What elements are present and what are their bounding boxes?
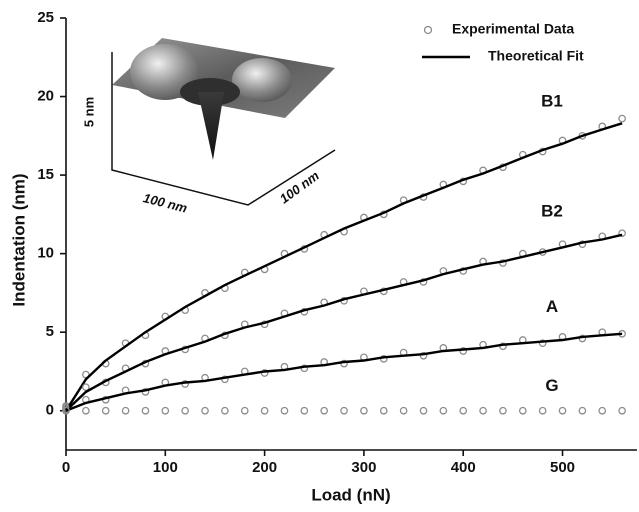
data-point (381, 408, 387, 414)
legend-marker (425, 27, 432, 34)
data-point (222, 408, 228, 414)
y-tick-label: 20 (37, 88, 54, 105)
y-tick-label: 5 (46, 323, 54, 340)
data-point (341, 408, 347, 414)
x-tick-label: 400 (451, 459, 476, 476)
data-point (619, 115, 625, 121)
data-point (261, 408, 267, 414)
inset: 5 nm 100 nm 100 nm (81, 38, 335, 216)
curve-label: B1 (541, 91, 563, 110)
data-point (500, 408, 506, 414)
data-point (122, 408, 128, 414)
inset-height-label: 5 nm (81, 97, 96, 127)
data-point (83, 408, 89, 414)
y-axis-label: Indentation (nm) (9, 173, 28, 306)
data-point (321, 408, 327, 414)
data-point (242, 408, 248, 414)
data-point (301, 408, 307, 414)
inset-depth-label: 100 nm (277, 168, 322, 207)
x-tick-label: 0 (62, 459, 70, 476)
y-tick-label: 15 (37, 166, 54, 183)
data-point (559, 408, 565, 414)
data-point (142, 408, 148, 414)
curve-label: G (545, 376, 558, 395)
legend-label: Experimental Data (452, 21, 574, 37)
y-tick-label: 0 (46, 402, 54, 419)
chart: 5 nm 100 nm 100 nm Indentation (nm) Load… (0, 0, 639, 512)
curve-label: A (546, 297, 558, 316)
x-tick-label: 100 (153, 459, 178, 476)
fit-line (66, 334, 622, 411)
data-point (202, 408, 208, 414)
x-tick-label: 300 (351, 459, 376, 476)
inset-tip (198, 92, 224, 160)
data-point (480, 408, 486, 414)
data-point (182, 408, 188, 414)
data-point (599, 408, 605, 414)
data-point (520, 408, 526, 414)
x-axis-label: Load (nN) (311, 485, 390, 504)
x-tick-label: 500 (550, 459, 575, 476)
data-point (460, 408, 466, 414)
fit-line (66, 235, 622, 411)
inset-hump (232, 58, 292, 102)
data-point (619, 408, 625, 414)
data-point (400, 408, 406, 414)
data-point (579, 408, 585, 414)
curve-label: B2 (541, 202, 563, 221)
y-tick-label: 10 (37, 245, 54, 262)
legend-label: Theoretical Fit (488, 48, 584, 64)
data-point (162, 408, 168, 414)
data-point (281, 408, 287, 414)
data-point (420, 408, 426, 414)
data-point (103, 408, 109, 414)
y-tick-label: 25 (37, 9, 54, 26)
x-tick-label: 200 (252, 459, 277, 476)
data-point (539, 408, 545, 414)
data-point (440, 408, 446, 414)
fit-line (66, 123, 622, 410)
inset-width-label: 100 nm (142, 190, 190, 215)
data-point (361, 408, 367, 414)
